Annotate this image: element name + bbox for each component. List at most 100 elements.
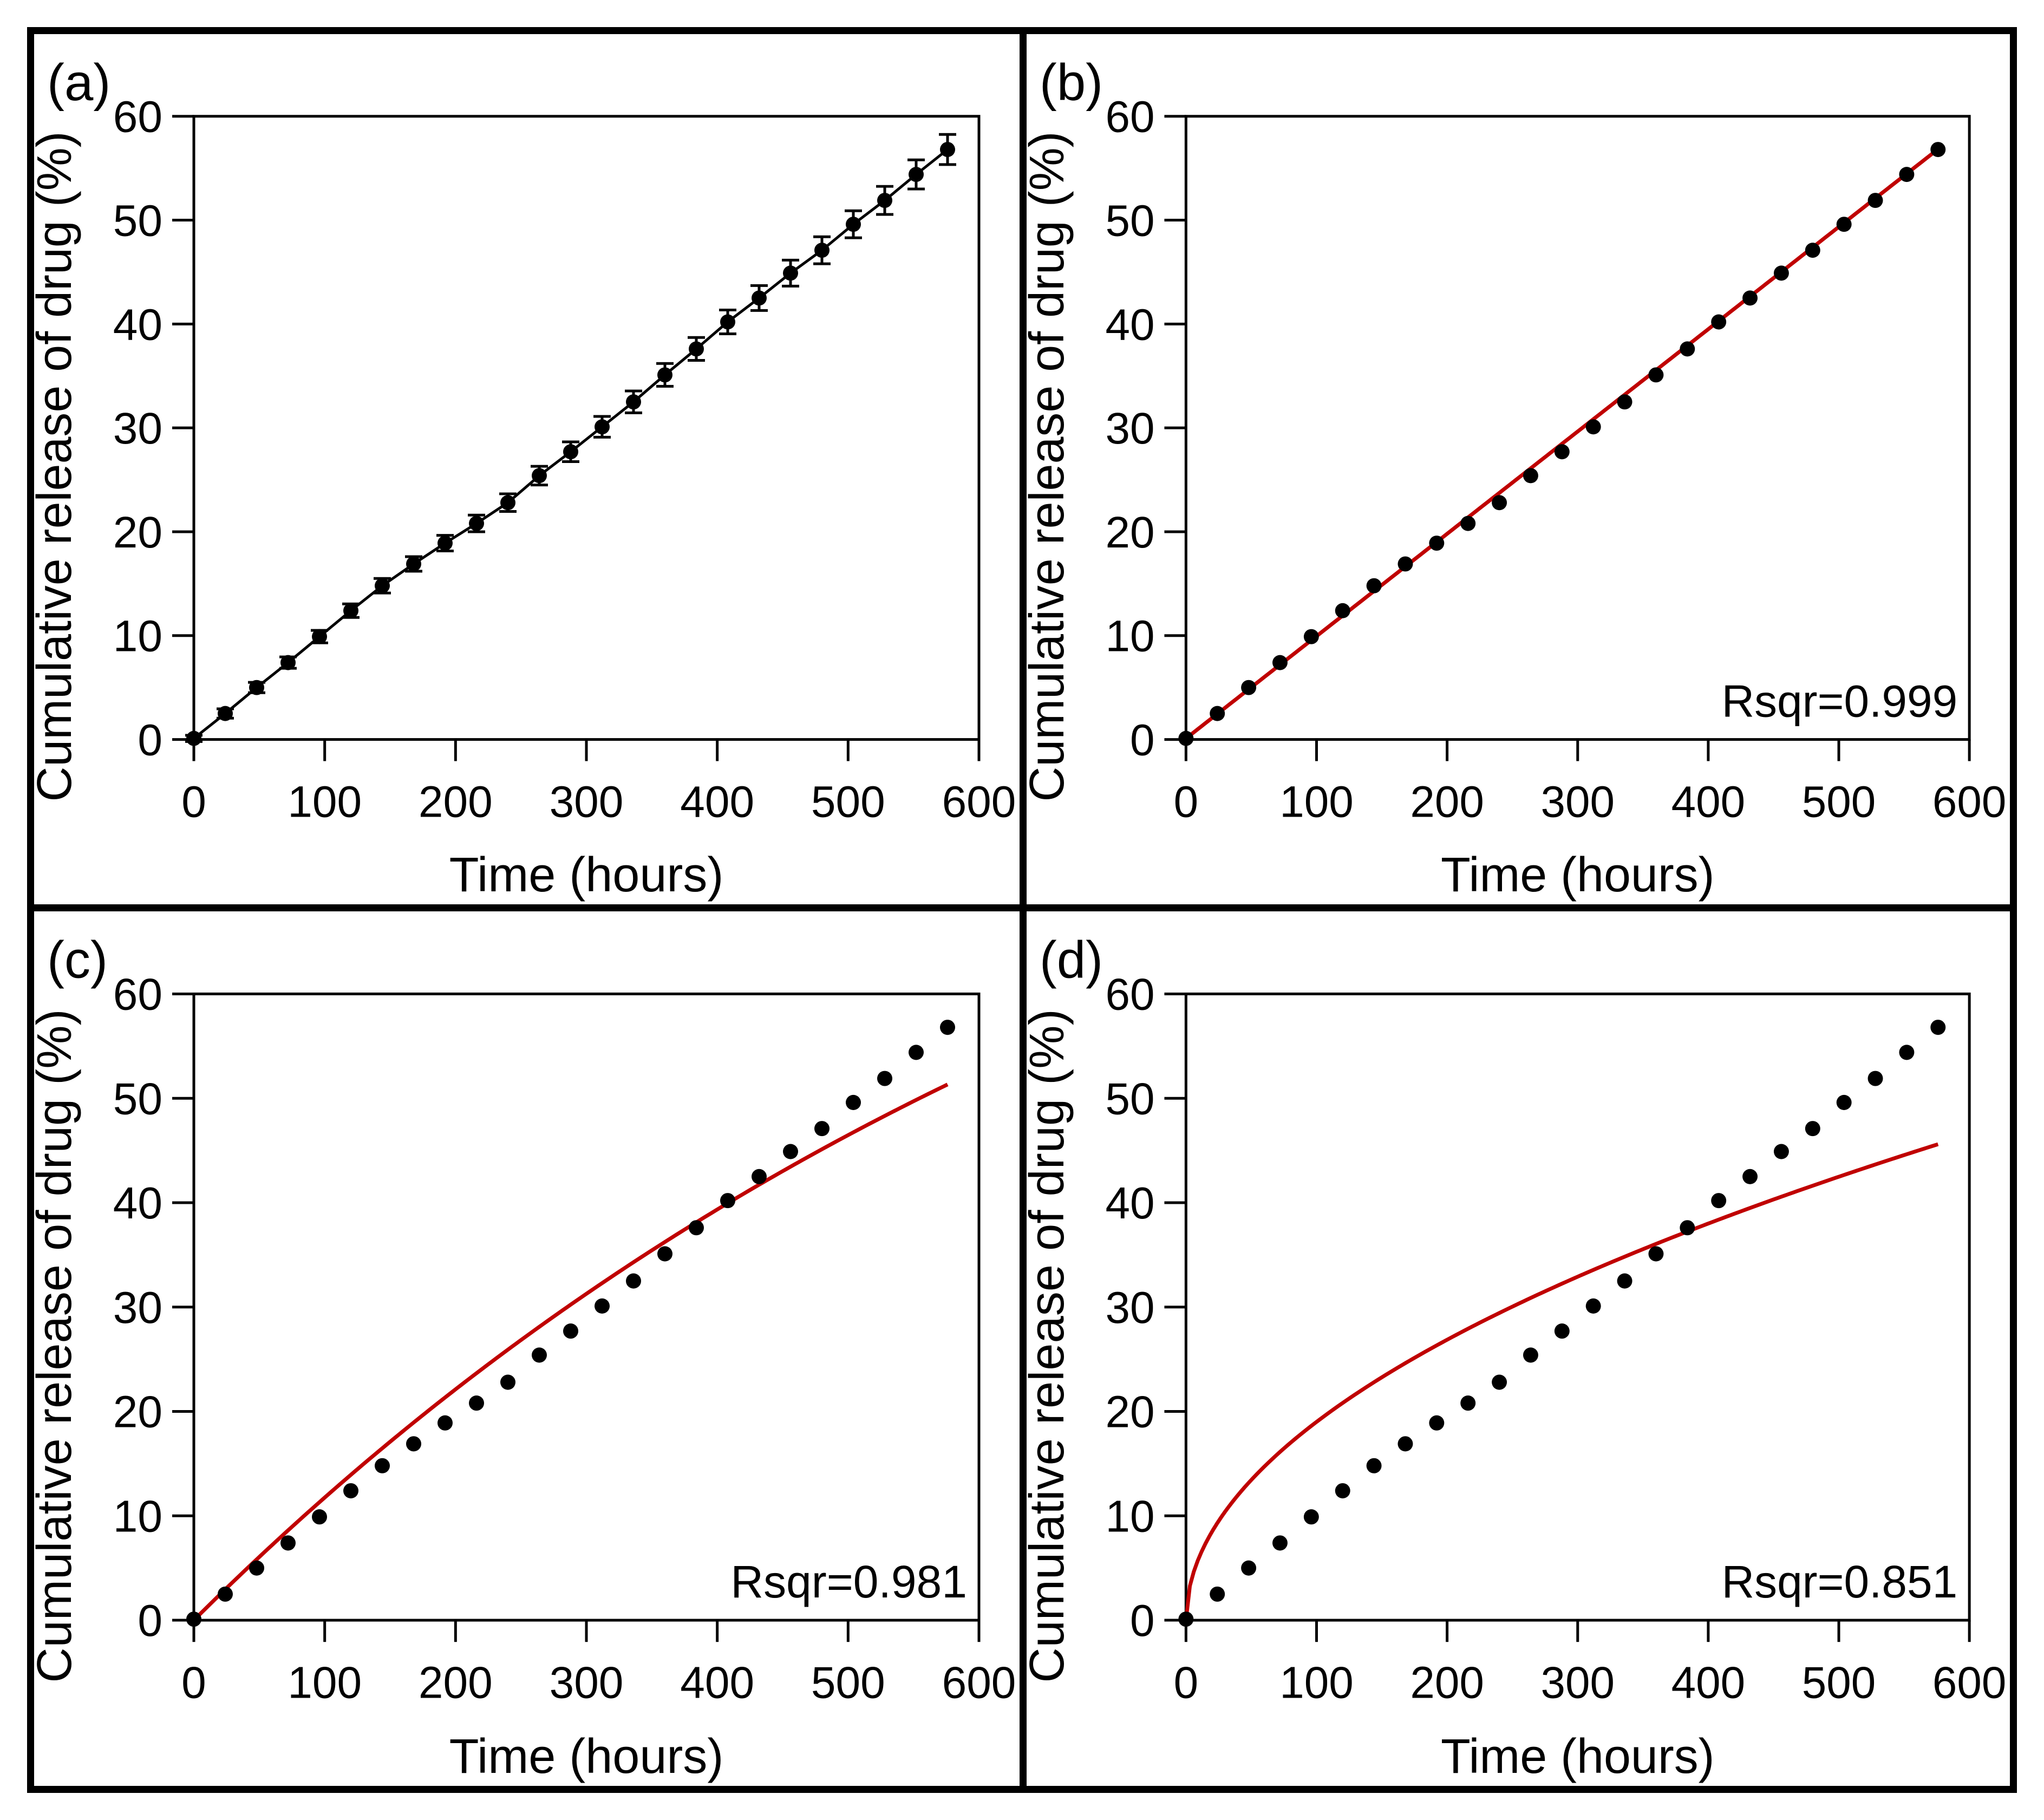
data-point [1272,1535,1288,1551]
fit-line-higuchi [1184,1142,1939,1621]
data-point [689,341,704,357]
data-point [752,1169,767,1184]
y-tick-label: 50 [1105,1074,1154,1124]
x-tick-label: 600 [942,1658,1016,1707]
y-tick-label: 0 [138,1596,162,1646]
x-tick-label: 100 [288,1658,362,1707]
x-tick-label: 100 [1279,1658,1353,1707]
x-axis-ticks: 0 100 200 300 400 500 600 [1174,739,2006,826]
data-point [626,1273,641,1289]
data-point [1398,1436,1413,1452]
y-tick-label: 10 [1105,1492,1154,1541]
data-point [1554,444,1570,460]
data-point [1742,1169,1758,1184]
y-tick-label: 20 [1105,508,1154,557]
data-point [595,419,610,435]
data-point [720,1193,735,1209]
data-point [406,1436,421,1452]
data-point [1460,516,1476,531]
data-point [437,536,453,551]
data-points [186,1020,955,1627]
y-tick-label: 10 [113,1492,162,1541]
data-point [877,1071,892,1086]
y-axis-ticks: 0 10 20 30 40 50 60 [113,93,194,765]
data-point [563,444,578,460]
data-point [1241,1560,1257,1576]
data-point [186,1612,201,1627]
data-point [909,1045,924,1060]
data-point [1492,1374,1507,1390]
panel-a: 0 100 200 300 400 500 600 0 10 20 30 40 50 60 Time (ho… [34,34,1020,904]
data-point [1272,655,1288,670]
data-point [1680,341,1695,357]
y-tick-label: 50 [113,197,162,246]
x-tick-label: 500 [811,777,885,826]
data-point [249,680,264,695]
y-tick-label: 10 [1105,612,1154,661]
x-tick-label: 0 [181,1658,206,1707]
data-point [280,655,296,670]
data-point [1805,1121,1820,1137]
x-tick-label: 600 [1932,1658,2006,1707]
data-point [1460,1395,1476,1411]
data-point [1617,1273,1632,1289]
plot-frame [1184,992,1971,1622]
y-axis-ticks: 0 10 20 30 40 50 60 [1105,93,1186,765]
data-point [186,730,201,746]
panel-d: 0 100 200 300 400 500 600 0 10 20 30 40 50 60 Time (ho… [1027,911,2010,1786]
data-point [469,516,484,531]
y-tick-label: 0 [1130,716,1155,765]
y-tick-label: 10 [113,612,162,661]
data-point [783,265,798,281]
rsqr-label: Rsqr=0.981 [730,1556,967,1607]
data-point [657,1246,672,1262]
rsqr-label: Rsqr=0.851 [1722,1556,1958,1607]
x-tick-label: 400 [1671,1658,1745,1707]
panel-c-chart-svg: 0 100 200 300 400 500 600 0 10 20 30 40 50 60 Time (ho… [34,931,1016,1784]
data-point [783,1144,798,1159]
x-tick-label: 400 [1671,777,1746,826]
data-point [500,495,515,511]
data-point [1711,314,1727,330]
y-axis-title: Cumulative release of drug (%) [1027,132,1074,802]
panel-letter-label: (b) [1040,54,1103,112]
x-axis-title: Time (hours) [449,1729,724,1784]
data-point [1867,1071,1883,1086]
y-axis-ticks: 0 10 20 30 40 50 60 [113,970,194,1646]
data-point [532,1347,547,1363]
x-axis-ticks: 0 100 200 300 400 500 600 [1174,1620,2006,1708]
y-tick-label: 30 [113,1283,162,1333]
data-point [343,603,358,618]
panel-c: 0 100 200 300 400 500 600 0 10 20 30 40 50 60 Time (ho… [34,911,1020,1786]
data-point [1680,1220,1695,1236]
x-tick-label: 100 [288,777,362,826]
data-point [657,367,672,383]
data-point [1523,1347,1538,1363]
data-point [312,1509,327,1525]
x-tick-label: 200 [1410,1658,1484,1707]
data-point [1523,468,1538,484]
data-point [1930,142,1946,158]
x-tick-label: 500 [811,1658,885,1707]
y-tick-label: 40 [1105,1179,1154,1228]
x-tick-label: 300 [550,1658,624,1707]
data-point [1773,265,1789,281]
data-point [909,167,924,182]
data-point [752,290,767,306]
data-point [1585,1298,1601,1314]
data-point [846,1094,861,1110]
data-point [1210,1586,1225,1602]
y-axis-title: Cumulative release of drug (%) [1027,1009,1074,1682]
x-tick-label: 300 [550,777,624,826]
data-point [1210,706,1225,721]
x-tick-label: 500 [1802,777,1876,826]
data-point [563,1323,578,1339]
x-tick-label: 400 [680,777,754,826]
y-tick-label: 40 [1105,300,1154,349]
x-tick-label: 0 [1174,1658,1199,1707]
rsqr-label: Rsqr=0.999 [1722,676,1958,727]
data-point [1930,1020,1946,1035]
data-point [1773,1144,1789,1159]
data-point [940,1020,955,1035]
